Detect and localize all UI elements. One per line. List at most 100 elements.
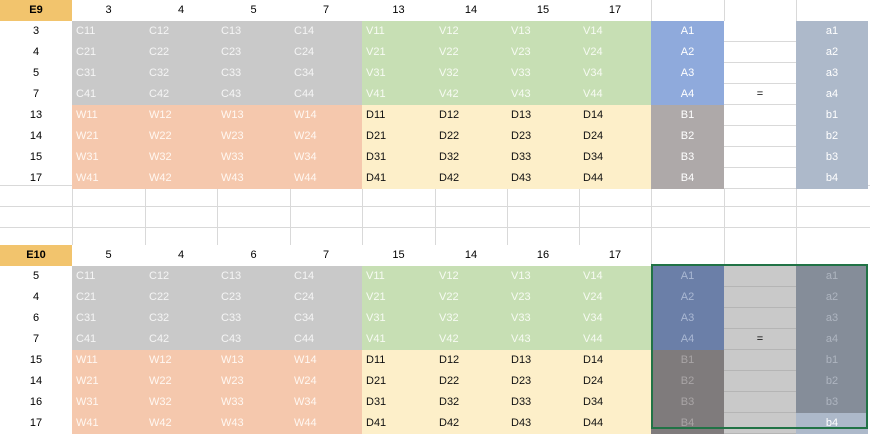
matrix-cell[interactable]: C31: [72, 63, 145, 84]
column-index-2[interactable]: 4: [177, 249, 185, 261]
vector-cell-right[interactable]: b1: [796, 105, 868, 126]
matrix-cell[interactable]: V44: [579, 84, 651, 105]
matrix-cell[interactable]: V23: [507, 42, 579, 63]
vector-cell-right[interactable]: b3: [796, 392, 868, 413]
equals-sign[interactable]: =: [724, 329, 796, 350]
empty-cell[interactable]: [724, 350, 796, 371]
matrix-cell[interactable]: D23: [507, 371, 579, 392]
matrix-cell[interactable]: W13: [217, 105, 290, 126]
matrix-cell[interactable]: C11: [72, 21, 145, 42]
matrix-cell[interactable]: D44: [579, 413, 651, 434]
matrix-cell[interactable]: W42: [145, 413, 217, 434]
matrix-cell[interactable]: C13: [217, 266, 290, 287]
matrix-cell[interactable]: W32: [145, 392, 217, 413]
matrix-cell[interactable]: V32: [435, 63, 507, 84]
matrix-cell[interactable]: D14: [579, 105, 651, 126]
matrix-cell[interactable]: C43: [217, 84, 290, 105]
matrix-cell[interactable]: V43: [507, 329, 579, 350]
vector-cell-right[interactable]: a4: [796, 329, 868, 350]
matrix-cell[interactable]: D23: [507, 126, 579, 147]
matrix-cell[interactable]: D32: [435, 147, 507, 168]
matrix-cell[interactable]: W21: [72, 371, 145, 392]
vector-cell-left[interactable]: B2: [651, 126, 724, 147]
matrix-cell[interactable]: W33: [217, 392, 290, 413]
matrix-cell[interactable]: V33: [507, 63, 579, 84]
matrix-cell[interactable]: D44: [579, 168, 651, 189]
matrix-cell[interactable]: W44: [290, 168, 362, 189]
matrix-cell[interactable]: V23: [507, 287, 579, 308]
matrix-cell[interactable]: W22: [145, 126, 217, 147]
row-index-3[interactable]: 5: [32, 67, 40, 79]
matrix-cell[interactable]: W13: [217, 350, 290, 371]
matrix-cell[interactable]: C13: [217, 21, 290, 42]
matrix-cell[interactable]: C44: [290, 329, 362, 350]
column-index-3[interactable]: 6: [250, 249, 257, 261]
matrix-cell[interactable]: D21: [362, 126, 435, 147]
matrix-cell[interactable]: V33: [507, 308, 579, 329]
row-index-2[interactable]: 4: [32, 291, 40, 303]
empty-cell[interactable]: [724, 287, 796, 308]
matrix-cell[interactable]: D31: [362, 147, 435, 168]
vector-cell-right[interactable]: a3: [796, 308, 868, 329]
matrix-cell[interactable]: W42: [145, 168, 217, 189]
matrix-cell[interactable]: D32: [435, 392, 507, 413]
matrix-cell[interactable]: D11: [362, 105, 435, 126]
vector-cell-left[interactable]: A3: [651, 63, 724, 84]
equals-sign[interactable]: =: [724, 84, 796, 105]
matrix-cell[interactable]: C41: [72, 329, 145, 350]
vector-cell-right[interactable]: a2: [796, 287, 868, 308]
empty-cell[interactable]: [724, 308, 796, 329]
vector-cell-left[interactable]: A3: [651, 308, 724, 329]
matrix-cell[interactable]: W24: [290, 371, 362, 392]
column-index-7[interactable]: 15: [536, 4, 550, 16]
matrix-cell[interactable]: D12: [435, 350, 507, 371]
row-index-2[interactable]: 4: [32, 46, 40, 58]
matrix-cell[interactable]: D24: [579, 371, 651, 392]
row-index-8[interactable]: 17: [29, 172, 43, 184]
matrix-cell[interactable]: W21: [72, 126, 145, 147]
vector-cell-right[interactable]: b4: [796, 413, 868, 434]
matrix-cell[interactable]: D43: [507, 168, 579, 189]
matrix-cell[interactable]: C14: [290, 266, 362, 287]
matrix-cell[interactable]: W34: [290, 392, 362, 413]
matrix-cell[interactable]: C23: [217, 287, 290, 308]
vector-cell-left[interactable]: B3: [651, 392, 724, 413]
matrix-cell[interactable]: W11: [72, 350, 145, 371]
matrix-cell[interactable]: C34: [290, 308, 362, 329]
column-index-4[interactable]: 7: [322, 4, 330, 16]
matrix-cell[interactable]: C23: [217, 42, 290, 63]
column-index-8[interactable]: 17: [608, 4, 622, 16]
vector-cell-left[interactable]: A2: [651, 42, 724, 63]
matrix-cell[interactable]: V21: [362, 287, 435, 308]
matrix-cell[interactable]: C34: [290, 63, 362, 84]
matrix-cell[interactable]: V34: [579, 63, 651, 84]
matrix-cell[interactable]: C14: [290, 21, 362, 42]
matrix-cell[interactable]: V12: [435, 21, 507, 42]
column-index-1[interactable]: 3: [105, 4, 112, 16]
matrix-cell[interactable]: W43: [217, 413, 290, 434]
matrix-cell[interactable]: C22: [145, 287, 217, 308]
matrix-cell[interactable]: C21: [72, 42, 145, 63]
column-index-3[interactable]: 5: [250, 4, 257, 16]
matrix-cell[interactable]: V43: [507, 84, 579, 105]
matrix-cell[interactable]: W41: [72, 413, 145, 434]
matrix-cell[interactable]: D42: [435, 413, 507, 434]
matrix-cell[interactable]: W34: [290, 147, 362, 168]
empty-cell[interactable]: [724, 147, 796, 168]
matrix-cell[interactable]: W44: [290, 413, 362, 434]
matrix-cell[interactable]: W22: [145, 371, 217, 392]
matrix-cell[interactable]: C31: [72, 308, 145, 329]
matrix-cell[interactable]: V24: [579, 42, 651, 63]
row-index-5[interactable]: 15: [29, 354, 43, 366]
row-index-1[interactable]: 5: [32, 270, 40, 282]
row-index-3[interactable]: 6: [32, 312, 40, 324]
matrix-cell[interactable]: C11: [72, 266, 145, 287]
column-index-2[interactable]: 4: [177, 4, 185, 16]
matrix-cell[interactable]: V14: [579, 266, 651, 287]
row-index-5[interactable]: 13: [29, 109, 43, 121]
matrix-cell[interactable]: W24: [290, 126, 362, 147]
matrix-cell[interactable]: C44: [290, 84, 362, 105]
vector-cell-right[interactable]: a4: [796, 84, 868, 105]
empty-cell[interactable]: [724, 413, 796, 434]
vector-cell-left[interactable]: B1: [651, 350, 724, 371]
